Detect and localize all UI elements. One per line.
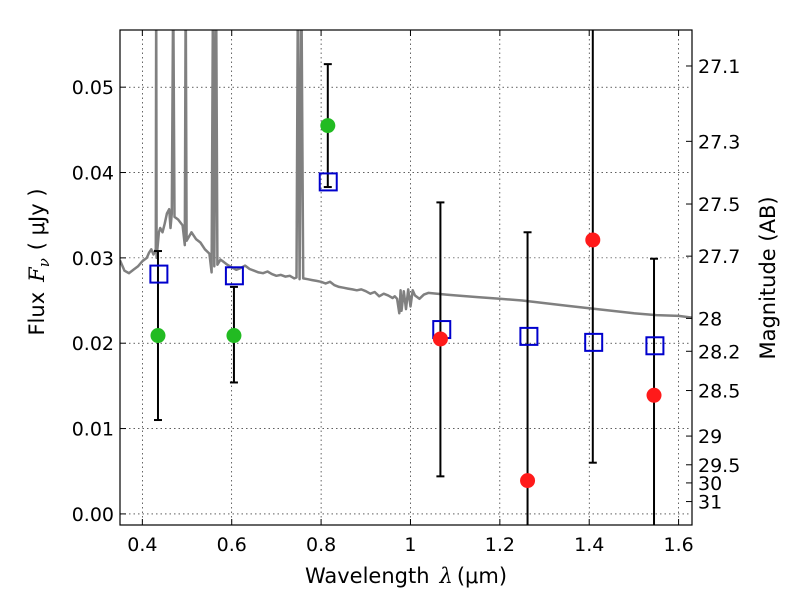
y-axis-label-sub: ν	[35, 258, 53, 267]
x-tick-label: 1.2	[485, 534, 515, 556]
y-tick-label: 0.03	[72, 248, 114, 270]
red-data-point	[646, 387, 662, 403]
y-axis-label-unit: ( μJy )	[25, 188, 49, 250]
red-data-point	[520, 473, 536, 489]
series-layer	[120, 30, 692, 319]
y2-axis-label: Magnitude (AB)	[756, 196, 780, 359]
y-axis-label-symbol: F	[25, 266, 49, 283]
markers	[149, 118, 665, 489]
x-axis-label-unit: (μm)	[457, 564, 507, 588]
plot-background	[120, 30, 692, 525]
model-flux-box	[645, 336, 665, 356]
model-flux-box	[584, 332, 604, 352]
x-tick-label: 1	[404, 534, 416, 556]
y2-tick-label: 27.7	[698, 246, 740, 268]
green-data-point	[320, 118, 336, 134]
x-tick-label: 0.6	[217, 534, 247, 556]
green-data-point	[150, 328, 166, 344]
red-data-point	[432, 331, 448, 347]
y2-tick-label: 28	[698, 308, 722, 330]
y2-tick-label: 28.2	[698, 341, 740, 363]
y-tick-label: 0.01	[72, 419, 114, 441]
y2-tick-label: 27.1	[698, 56, 740, 78]
green-data-point	[226, 328, 242, 344]
model-flux-box	[149, 264, 169, 284]
x-tick-label: 0.4	[127, 534, 157, 556]
y2-tick-label: 29	[698, 426, 722, 448]
y2-tick-label: 29.5	[698, 455, 740, 477]
y2-tick-label: 31	[698, 492, 722, 514]
x-tick-label: 1.4	[574, 534, 604, 556]
y-axis-label-text: Flux	[25, 292, 49, 336]
ticks: 0.4 0.6 0.8 1 1.2 1.4 1.6 0.00 0.01 0.02 0.03 0.04 0…	[72, 30, 740, 556]
x-axis-label: Wavelength λ (μm)	[305, 564, 507, 588]
y2-tick-label: 27.3	[698, 131, 740, 153]
x-axis-label-text: Wavelength	[305, 564, 430, 588]
y2-tick-label: 30	[698, 473, 722, 495]
y-tick-label: 0.04	[72, 163, 114, 185]
model-flux-box	[318, 172, 338, 192]
y2-tick-label: 28.5	[698, 381, 740, 403]
x-tick-label: 0.8	[306, 534, 336, 556]
y2-tick-label: 27.5	[698, 194, 740, 216]
y-tick-label: 0.02	[72, 333, 114, 355]
model-spectrum-line	[120, 30, 692, 319]
red-data-point	[585, 232, 601, 248]
y-axis-label: Flux Fν ( μJy )	[25, 188, 53, 335]
model-flux-box	[224, 266, 244, 286]
y-tick-label: 0.05	[72, 77, 114, 99]
model-flux-box	[519, 326, 539, 346]
x-tick-label: 1.6	[663, 534, 693, 556]
x-axis-label-symbol: λ	[439, 564, 453, 588]
plot-frame	[119, 29, 693, 526]
y-tick-label: 0.00	[72, 504, 114, 526]
